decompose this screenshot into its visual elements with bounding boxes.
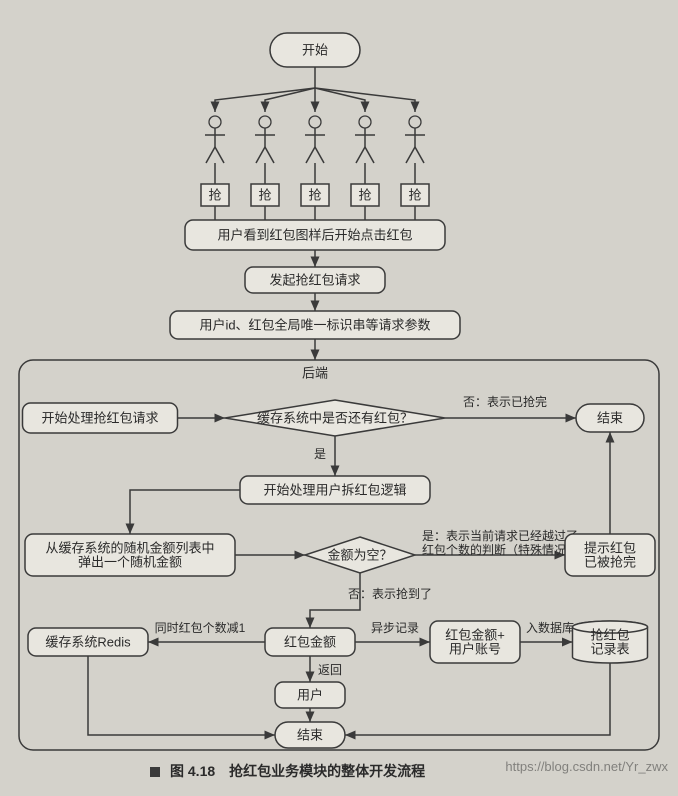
node: 发起抢红包请求 — [245, 267, 385, 293]
node: 抢 — [201, 184, 229, 206]
node: 红包金额 — [265, 628, 355, 656]
svg-text:抢: 抢 — [308, 187, 321, 202]
svg-text:开始处理抢红包请求: 开始处理抢红包请求 — [41, 410, 158, 425]
node: 缓存系统Redis — [28, 628, 148, 656]
svg-text:后端: 后端 — [302, 365, 328, 380]
svg-text:用户看到红包图样后开始点击红包: 用户看到红包图样后开始点击红包 — [217, 227, 412, 242]
svg-text:红包金额+: 红包金额+ — [445, 627, 505, 642]
svg-text:抢: 抢 — [408, 187, 421, 202]
svg-text:返回: 返回 — [318, 663, 342, 677]
svg-text:是: 是 — [314, 447, 326, 461]
svg-text:抢: 抢 — [358, 187, 371, 202]
svg-text:已被抢完: 已被抢完 — [584, 555, 636, 570]
svg-text:开始处理用户拆红包逻辑: 开始处理用户拆红包逻辑 — [263, 482, 406, 497]
svg-text:否：表示抢到了: 否：表示抢到了 — [348, 586, 432, 601]
node: 用户 — [275, 682, 345, 708]
node: 用户看到红包图样后开始点击红包 — [185, 220, 445, 250]
node: 抢 — [401, 184, 429, 206]
svg-text:缓存系统中是否还有红包？: 缓存系统中是否还有红包？ — [257, 410, 413, 425]
svg-text:用户id、红包全局唯一标识串等请求参数: 用户id、红包全局唯一标识串等请求参数 — [199, 317, 430, 332]
node: 提示红包已被抢完 — [565, 534, 655, 576]
svg-text:是：表示当前请求已经越过了: 是：表示当前请求已经越过了 — [422, 528, 578, 543]
svg-text:抢: 抢 — [208, 187, 221, 202]
node: 用户id、红包全局唯一标识串等请求参数 — [170, 311, 460, 339]
node: 结束 — [576, 404, 644, 432]
svg-text:否：表示已抢完: 否：表示已抢完 — [463, 394, 547, 409]
svg-text:结束: 结束 — [597, 410, 623, 425]
node: 抢 — [301, 184, 329, 206]
svg-text:从缓存系统的随机金额列表中: 从缓存系统的随机金额列表中 — [45, 540, 214, 555]
node: 抢 — [351, 184, 379, 206]
svg-text:发起抢红包请求: 发起抢红包请求 — [269, 272, 360, 287]
svg-text:抢: 抢 — [258, 187, 271, 202]
node: 抢 — [251, 184, 279, 206]
node: 金额为空？ — [305, 537, 415, 573]
node: 结束 — [275, 722, 345, 748]
svg-text:提示红包: 提示红包 — [584, 540, 636, 555]
svg-text:结束: 结束 — [297, 727, 323, 742]
svg-text:记录表: 记录表 — [590, 642, 629, 657]
node: 开始处理用户拆红包逻辑 — [240, 476, 430, 504]
svg-text:开始: 开始 — [302, 42, 328, 57]
svg-text:红包个数的判断（特殊情况）: 红包个数的判断（特殊情况） — [422, 542, 578, 557]
svg-text:用户账号: 用户账号 — [449, 642, 501, 657]
svg-text:抢红包: 抢红包 — [590, 627, 629, 642]
svg-text:金额为空？: 金额为空？ — [327, 547, 392, 562]
node: 缓存系统中是否还有红包？ — [225, 400, 445, 436]
svg-text:入数据库: 入数据库 — [526, 620, 574, 635]
node: 开始 — [270, 33, 360, 67]
svg-text:用户: 用户 — [297, 687, 323, 702]
node: 从缓存系统的随机金额列表中弹出一个随机金额 — [25, 534, 235, 576]
node: 抢红包记录表 — [573, 621, 648, 663]
svg-text:图 4.18 抢红包业务模块的整体开发流程: 图 4.18 抢红包业务模块的整体开发流程 — [170, 763, 425, 779]
watermark-text: https://blog.csdn.net/Yr_zwx — [505, 759, 668, 774]
svg-text:缓存系统Redis: 缓存系统Redis — [45, 634, 131, 649]
svg-text:弹出一个随机金额: 弹出一个随机金额 — [78, 555, 182, 570]
svg-text:同时红包个数减1: 同时红包个数减1 — [155, 620, 246, 635]
node: 红包金额+用户账号 — [430, 621, 520, 663]
flowchart-diagram: 否：表示已抢完是是：表示当前请求已经越过了红包个数的判断（特殊情况） 否：表示抢到… — [0, 0, 678, 796]
svg-text:异步记录: 异步记录 — [371, 621, 419, 635]
svg-text:红包金额: 红包金额 — [284, 634, 336, 649]
node: 开始处理抢红包请求 — [23, 403, 178, 433]
